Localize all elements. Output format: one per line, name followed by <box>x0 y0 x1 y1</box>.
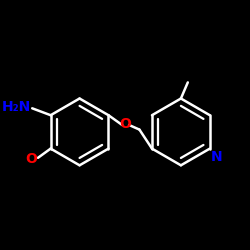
Text: H₂N: H₂N <box>2 100 31 114</box>
Text: O: O <box>25 152 37 166</box>
Text: O: O <box>120 117 132 131</box>
Text: N: N <box>211 150 222 164</box>
